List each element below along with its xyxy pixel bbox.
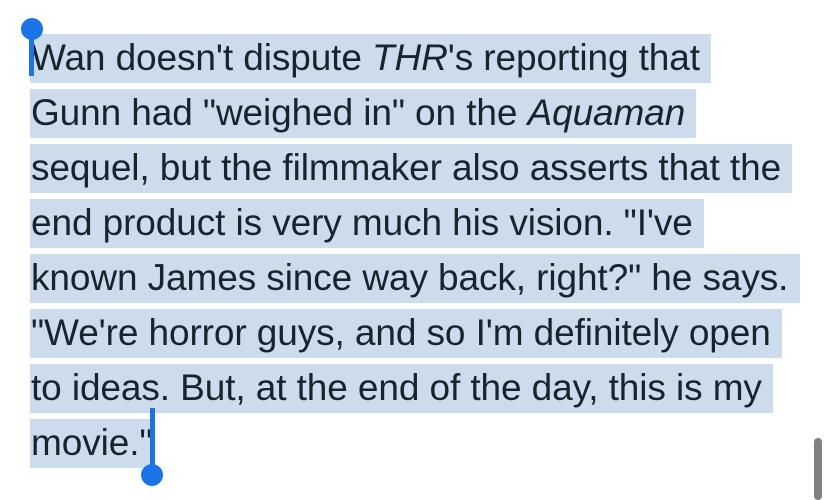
selection-handle-start-stem-icon xyxy=(29,28,34,76)
selection-handle-end-stem-icon xyxy=(150,408,155,470)
selection-handle-end-knob-icon[interactable] xyxy=(141,464,163,486)
selected-text-run: Wan doesn't dispute THR's reporting that… xyxy=(30,34,800,468)
selected-paragraph[interactable]: Wan doesn't dispute THR's reporting that… xyxy=(30,30,800,470)
vertical-scrollbar-thumb[interactable] xyxy=(814,438,822,500)
vertical-scrollbar-track[interactable] xyxy=(814,0,828,500)
selection-handle-end[interactable] xyxy=(128,408,188,500)
paragraph-segment-2: 's reporting that Gunn had "weighed in" … xyxy=(31,37,711,133)
paragraph-segment-1: Wan doesn't dispute xyxy=(31,37,373,78)
film-title-aquaman: Aquaman xyxy=(527,92,686,133)
publication-title-thr: THR xyxy=(372,37,448,78)
paragraph-segment-3: sequel, but the filmmaker also asserts t… xyxy=(31,92,799,463)
selection-handle-start[interactable] xyxy=(0,0,60,90)
